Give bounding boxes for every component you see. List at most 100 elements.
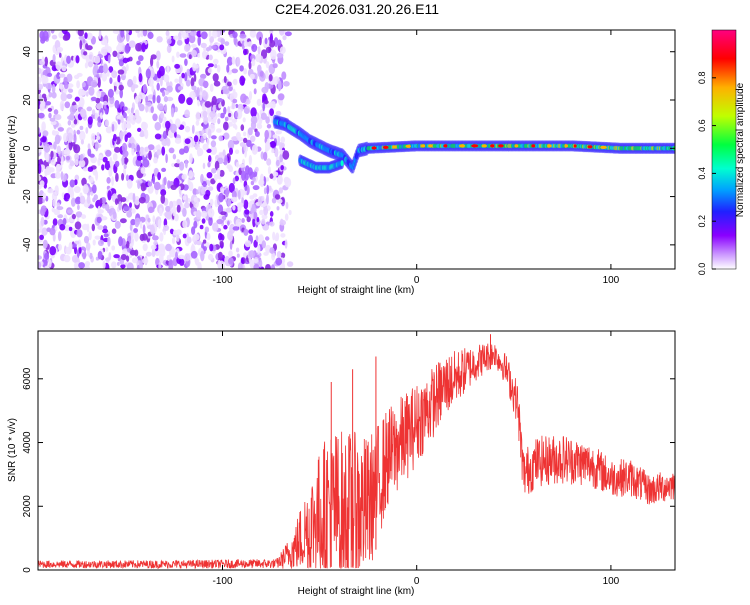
- noise-blob: [253, 239, 258, 248]
- noise-blob: [135, 42, 142, 52]
- noise-blob: [161, 90, 166, 97]
- noise-blob: [202, 91, 209, 101]
- noise-blob: [73, 119, 78, 125]
- noise-blob: [133, 228, 139, 233]
- noise-blob: [131, 257, 139, 264]
- noise-blob: [101, 203, 106, 209]
- noise-blob: [235, 247, 240, 253]
- noise-blob: [112, 211, 117, 220]
- noise-blob: [242, 117, 246, 123]
- noise-blob: [111, 245, 116, 251]
- noise-blob: [47, 107, 53, 112]
- noise-blob: [263, 206, 269, 216]
- noise-blob: [150, 56, 154, 67]
- noise-blob: [232, 177, 236, 185]
- noise-blob: [41, 56, 45, 63]
- noise-blob: [239, 33, 247, 39]
- noise-blob: [44, 168, 48, 178]
- noise-blob: [178, 93, 186, 104]
- noise-blob: [97, 250, 103, 260]
- noise-blob: [269, 80, 277, 85]
- noise-blob: [249, 135, 256, 143]
- noise-blob: [101, 197, 107, 204]
- noise-blob: [55, 61, 63, 71]
- noise-blob: [243, 228, 249, 236]
- noise-blob: [165, 30, 170, 37]
- noise-blob: [268, 185, 272, 191]
- noise-blob: [235, 103, 239, 109]
- noise-blob: [141, 42, 146, 53]
- noise-blob: [42, 192, 47, 200]
- noise-blob: [105, 257, 110, 262]
- noise-blob: [223, 121, 229, 131]
- noise-blob: [207, 67, 213, 74]
- noise-blob: [177, 86, 184, 91]
- noise-blob: [238, 163, 246, 168]
- noise-blob: [90, 80, 98, 88]
- noise-blob: [171, 55, 175, 63]
- noise-blob: [107, 190, 112, 201]
- noise-blob: [252, 185, 260, 191]
- noise-blob: [92, 197, 96, 203]
- noise-blob: [209, 198, 214, 207]
- noise-blob: [283, 81, 290, 87]
- noise-blob: [231, 136, 238, 141]
- noise-blob: [123, 106, 128, 112]
- noise-blob: [92, 66, 98, 77]
- noise-blob: [268, 74, 273, 82]
- noise-blob: [113, 254, 120, 259]
- noise-blob: [69, 105, 77, 115]
- noise-blob: [99, 112, 103, 119]
- noise-blob: [191, 49, 197, 57]
- noise-blob: [139, 221, 143, 229]
- noise-blob: [273, 170, 277, 179]
- noise-blob: [227, 220, 230, 226]
- noise-blob: [277, 174, 282, 183]
- noise-blob: [142, 158, 150, 168]
- noise-blob: [166, 254, 171, 262]
- noise-blob: [66, 73, 73, 83]
- spectrogram-axes: -100 0 100 -40 -20 0 20 40: [22, 30, 675, 286]
- noise-blob: [109, 156, 113, 166]
- noise-blob: [179, 148, 185, 155]
- snr-ylabel: SNR (10 * v/v): [7, 418, 18, 482]
- noise-blob: [102, 156, 108, 163]
- noise-blob: [227, 198, 232, 207]
- noise-blob: [38, 196, 44, 205]
- noise-blob: [171, 237, 176, 245]
- noise-blob: [120, 115, 124, 124]
- noise-blob: [162, 130, 167, 140]
- noise-blob: [174, 78, 179, 83]
- noise-blob: [61, 155, 64, 166]
- noise-blob: [44, 56, 48, 67]
- noise-blob: [82, 184, 89, 195]
- noise-blob: [252, 217, 256, 228]
- noise-blob: [38, 255, 42, 260]
- noise-blob: [107, 88, 114, 98]
- noise-blob: [228, 257, 234, 265]
- spectrogram-ytick-label: 40: [22, 46, 33, 58]
- snr-spikes: [330, 334, 492, 567]
- noise-blob: [154, 133, 162, 140]
- noise-blob: [193, 220, 198, 229]
- noise-blob: [248, 91, 253, 101]
- noise-blob: [163, 74, 170, 83]
- noise-blob: [123, 157, 129, 164]
- noise-blob: [64, 101, 71, 109]
- noise-blob: [164, 103, 168, 113]
- noise-blob: [269, 108, 274, 116]
- noise-blob: [67, 120, 72, 126]
- noise-blob: [65, 246, 72, 255]
- noise-blob: [70, 190, 75, 199]
- noise-blob: [156, 60, 160, 69]
- noise-blob: [188, 181, 194, 192]
- noise-blob: [175, 118, 181, 128]
- noise-blob: [147, 206, 154, 214]
- noise-blob: [234, 175, 239, 182]
- noise-blob: [265, 236, 270, 241]
- noise-blob: [256, 216, 260, 223]
- noise-blob: [42, 130, 49, 137]
- noise-blob: [102, 260, 106, 269]
- noise-blob: [39, 234, 44, 240]
- noise-blob: [279, 219, 287, 226]
